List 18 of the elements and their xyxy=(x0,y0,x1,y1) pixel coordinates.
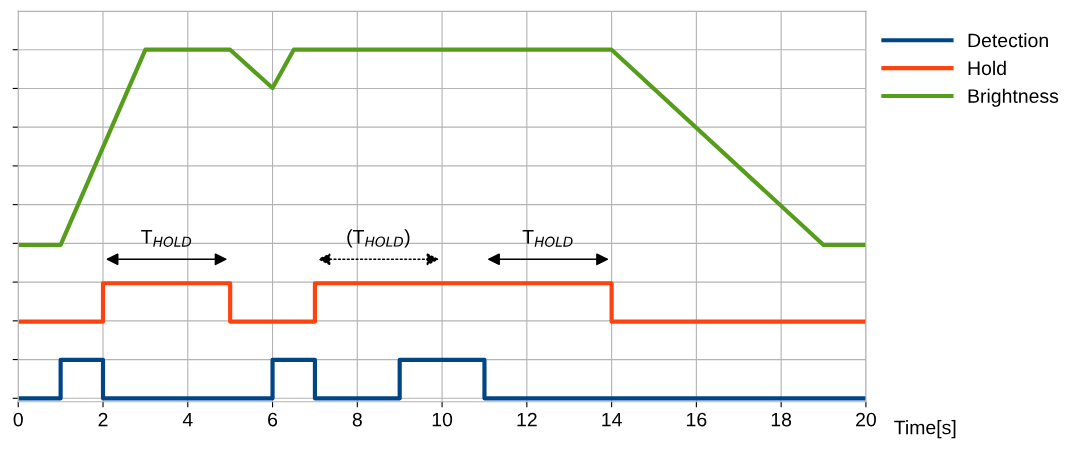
x-tick-label: 18 xyxy=(771,412,792,427)
x-tick-label: 12 xyxy=(517,412,537,427)
x-tick-label: 16 xyxy=(687,412,707,427)
x-axis-title: Time[s] xyxy=(894,420,956,439)
legend-label: Hold xyxy=(968,60,1006,76)
x-tick-label: 0 xyxy=(13,412,23,427)
x-tick-label: 14 xyxy=(602,412,622,427)
x-tick-label: 4 xyxy=(182,412,193,427)
annotation: T$_{HOLD}$ xyxy=(141,230,192,247)
x-tick-label: 20 xyxy=(856,412,876,427)
x-tick-label: 2 xyxy=(98,412,108,427)
x-tick-label: 10 xyxy=(432,412,453,427)
x-tick-label: 6 xyxy=(268,412,278,427)
legend-label: Detection xyxy=(968,33,1048,48)
legend-label: Brightness xyxy=(968,88,1059,107)
annotation: T$_{HOLD}$ xyxy=(522,230,573,247)
annotation: (T$_{HOLD}$) xyxy=(347,229,410,248)
x-tick-label: 8 xyxy=(352,412,362,427)
